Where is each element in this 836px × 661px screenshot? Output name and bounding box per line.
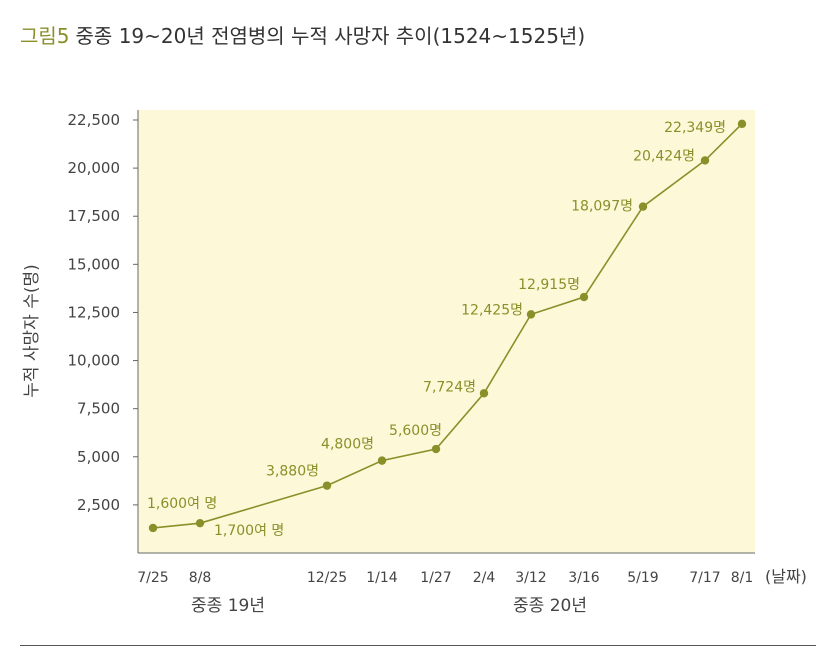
data-points [148, 119, 747, 533]
data-point [195, 518, 205, 528]
period-group-labels: 중종 19년 중종 20년 [191, 596, 587, 616]
data-point [700, 156, 710, 165]
figure-title: 그림5 중종 19~20년 전염병의 누적 사망자 추이(1524~1525년) [20, 20, 585, 49]
y-tick-label: 22,500 [68, 111, 121, 129]
data-point [148, 523, 158, 533]
data-label: 5,600명 [389, 423, 442, 439]
data-point [431, 444, 441, 454]
y-tick-label: 12,500 [68, 303, 121, 321]
data-label: 3,880명 [266, 464, 319, 480]
x-tick-label: 3/16 [568, 570, 600, 586]
data-label: 1,600여 명 [147, 496, 217, 512]
x-axis-unit: (날짜) [765, 567, 807, 586]
y-axis-title: 누적 사망자 수(명) [22, 264, 42, 398]
period-label: 중종 19년 [191, 596, 265, 616]
x-tick-label: 1/27 [420, 570, 451, 586]
data-point [377, 456, 387, 465]
data-label: 4,800명 [321, 437, 374, 453]
data-point [526, 310, 536, 319]
bottom-divider [20, 645, 816, 646]
figure-title-text: 중종 19~20년 전염병의 누적 사망자 추이(1524~1525년) [75, 24, 586, 48]
x-tick-label: 8/1 [731, 570, 754, 586]
x-axis-ticks: 7/25 8/8 12/25 1/14 1/27 2/4 3/12 3/16 5/19 7/17 8… [137, 570, 753, 586]
data-label: 12,915명 [518, 277, 580, 293]
period-label: 중종 20년 [513, 596, 587, 616]
x-tick-label: 3/12 [515, 570, 546, 586]
y-tick-label: 15,000 [68, 255, 121, 273]
x-tick-label: 8/8 [189, 570, 212, 586]
data-label: 20,424명 [633, 148, 695, 164]
data-point [579, 292, 589, 302]
x-tick-label: 12/25 [307, 570, 347, 586]
data-label: 18,097명 [571, 199, 633, 215]
y-tick-label: 20,000 [68, 159, 121, 177]
x-tick-label: 2/4 [473, 570, 496, 586]
data-label: 12,425명 [461, 302, 523, 318]
y-tick-label: 7,500 [77, 400, 120, 418]
figure-number: 그림5 [20, 24, 70, 48]
data-label: 22,349명 [664, 120, 726, 136]
data-point [638, 202, 648, 211]
x-tick-label: 7/17 [689, 570, 720, 586]
data-point [322, 481, 332, 490]
y-tick-label: 5,000 [77, 448, 120, 466]
data-label: 1,700여 명 [214, 523, 284, 539]
y-axis-ticks: 2,500 5,000 7,500 10,000 12,500 15,000 17,500 2… [68, 111, 138, 514]
data-point [737, 119, 747, 129]
x-tick-label: 5/19 [627, 570, 658, 586]
x-tick-label: 1/14 [366, 570, 398, 586]
data-point [479, 389, 489, 398]
x-tick-label: 7/25 [137, 570, 168, 586]
y-tick-label: 2,500 [77, 496, 120, 514]
y-tick-label: 17,500 [68, 207, 121, 225]
data-label: 7,724명 [423, 379, 476, 395]
y-tick-label: 10,000 [68, 352, 121, 370]
plot-area [138, 110, 755, 553]
